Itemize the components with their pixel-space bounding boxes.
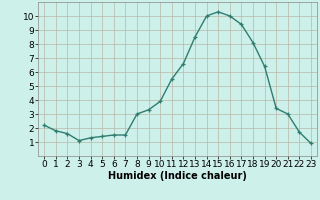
X-axis label: Humidex (Indice chaleur): Humidex (Indice chaleur) bbox=[108, 171, 247, 181]
